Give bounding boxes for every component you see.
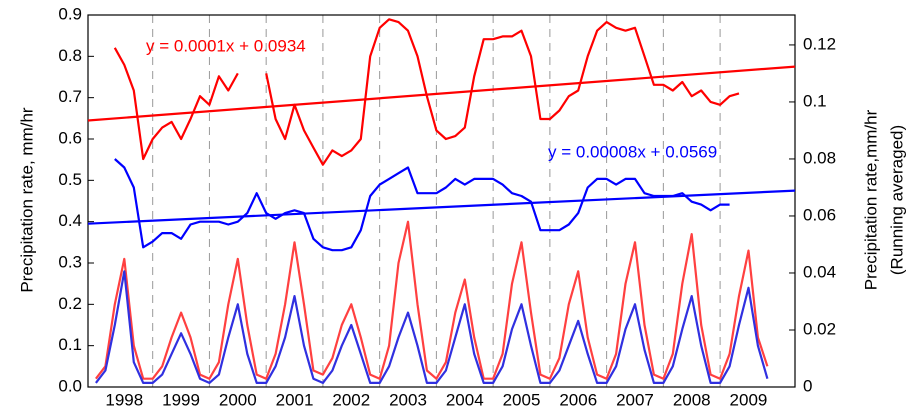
x-tick-label: 2003	[389, 390, 427, 409]
y2-tick-label: 0.1	[803, 91, 827, 110]
plot-frame	[87, 14, 796, 388]
x-tick-label: 2005	[503, 390, 541, 409]
y-tick-label: 0.6	[58, 128, 82, 147]
x-tick-label: 2009	[730, 390, 768, 409]
series-line	[95, 270, 769, 384]
series-line	[114, 158, 730, 252]
x-tick-label: 2007	[616, 390, 654, 409]
y2-tick-label: 0	[803, 376, 812, 395]
x-tick-label: 2006	[559, 390, 597, 409]
x-tick-label: 1999	[162, 390, 200, 409]
y-tick-label: 0.3	[58, 252, 82, 271]
y2-tick-label: 0.02	[803, 319, 836, 338]
y-tick-label: 0.9	[58, 4, 82, 23]
x-tick-label: 2001	[276, 390, 314, 409]
y2-axis-sublabel: (Running averaged)	[887, 125, 906, 275]
y-tick-label: 0.7	[58, 87, 82, 106]
x-tick-label: 2002	[332, 390, 370, 409]
y-tick-label: 0.5	[58, 170, 82, 189]
x-tick-label: 1998	[105, 390, 143, 409]
series-line	[113, 18, 740, 166]
y-tick-label: 0.1	[58, 335, 82, 354]
trend-equation: y = 0.0001x + 0.0934	[146, 36, 306, 55]
y-tick-label: 0.8	[58, 46, 82, 65]
y2-tick-label: 0.08	[803, 148, 836, 167]
y-tick-label: 0.0	[58, 376, 82, 395]
y-tick-label: 0.2	[58, 294, 82, 313]
y2-tick-label: 0.06	[803, 205, 836, 224]
trend-line	[87, 189, 796, 225]
y2-tick-label: 0.04	[803, 262, 836, 281]
trend-line	[87, 65, 796, 122]
y-axis-label: Precipitation rate, mm/hr	[17, 107, 36, 293]
x-tick-label: 2008	[673, 390, 711, 409]
x-tick-label: 2004	[446, 390, 484, 409]
y-tick-label: 0.4	[58, 211, 82, 230]
y2-axis-label: Precipitation rate,mm/hr	[861, 109, 880, 290]
y2-tick-label: 0.12	[803, 34, 836, 53]
x-tick-label: 2000	[219, 390, 257, 409]
trend-equation: y = 0.00008x + 0.0569	[548, 142, 717, 161]
series-line	[95, 220, 769, 380]
